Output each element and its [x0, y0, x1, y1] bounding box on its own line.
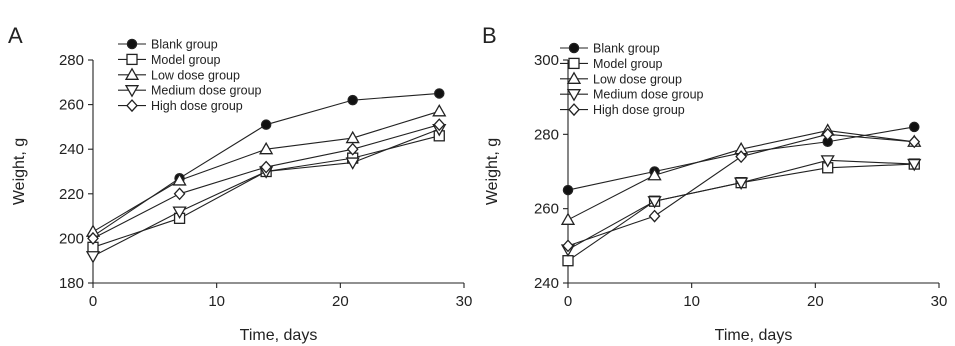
- x-tick-label: 30: [456, 293, 473, 310]
- series-open-diamond: [87, 118, 446, 245]
- x-axis-title: Time, days: [240, 327, 318, 344]
- y-tick-label: 280: [59, 52, 84, 69]
- x-tick-label: 0: [89, 293, 97, 310]
- x-tick-label: 10: [683, 293, 700, 310]
- legend-marker: [568, 57, 580, 70]
- series-open-triangle-up: [85, 103, 447, 237]
- data-point: [560, 212, 576, 225]
- data-point: [85, 251, 101, 264]
- legend-entry-label: Model group: [151, 53, 221, 67]
- y-tick-label: 260: [59, 97, 84, 114]
- legend-entry-label: Blank group: [593, 42, 660, 56]
- data-point: [434, 88, 445, 99]
- data-point: [173, 187, 186, 201]
- series-line: [92, 124, 440, 239]
- data-point: [734, 177, 749, 190]
- y-tick-label: 280: [534, 126, 559, 143]
- data-point: [648, 209, 661, 223]
- legend-marker: [126, 38, 138, 50]
- series-open-triangle-down: [560, 155, 922, 257]
- data-point: [647, 196, 662, 209]
- data-point: [260, 160, 273, 174]
- y-tick-label: 200: [59, 230, 84, 247]
- y-axis-title: Weight, g: [11, 138, 28, 205]
- series-open-triangle-up: [560, 123, 922, 225]
- panel-label: B: [482, 23, 497, 48]
- data-point: [259, 141, 274, 155]
- x-tick-label: 20: [807, 293, 824, 310]
- y-tick-label: 260: [534, 201, 559, 218]
- legend-marker: [126, 99, 138, 113]
- data-point: [909, 121, 920, 133]
- x-tick-label: 30: [931, 293, 948, 310]
- legend-entry-label: Model group: [593, 57, 663, 71]
- data-point: [172, 206, 187, 219]
- data-point: [433, 118, 446, 132]
- legend-entry-label: Low dose group: [593, 72, 682, 86]
- data-point: [347, 94, 358, 106]
- legend-marker: [566, 71, 582, 84]
- chart-panel-b: B 240 260 280 300 0 10 20 30 Time, days Weight, g B…: [482, 23, 947, 344]
- data-point: [735, 150, 748, 164]
- legend-marker: [568, 103, 580, 117]
- data-point: [908, 135, 921, 149]
- legend-entry-label: Medium dose group: [151, 84, 262, 98]
- legend-marker: [124, 67, 140, 80]
- legend-entry-label: Blank group: [151, 38, 218, 52]
- series-line: [567, 159, 915, 251]
- legend-entry-label: Medium dose group: [593, 88, 704, 102]
- legend-entry-label: Low dose group: [151, 68, 240, 82]
- data-point: [821, 127, 834, 141]
- data-point: [647, 167, 662, 181]
- data-point: [907, 158, 922, 172]
- y-axis-title: Weight, g: [484, 138, 501, 205]
- data-point: [562, 184, 574, 196]
- y-tick-label: 240: [534, 275, 559, 292]
- data-point: [432, 103, 447, 117]
- data-point: [260, 119, 272, 130]
- panel-label: A: [8, 23, 23, 48]
- x-axis-title: Time, days: [715, 327, 793, 344]
- series-open-diamond: [562, 127, 921, 253]
- legend-marker: [124, 85, 140, 98]
- legend-entry-label: High dose group: [151, 99, 243, 113]
- chart-panel-a: A 180 200 220 240 260 280 0 10 20 30 Time, days Weig…: [8, 23, 472, 344]
- y-tick-label: 180: [59, 275, 84, 292]
- data-point: [345, 130, 360, 144]
- legend-marker: [568, 42, 580, 54]
- data-point: [562, 255, 574, 267]
- data-point: [87, 231, 99, 245]
- legend-marker: [566, 89, 582, 102]
- x-tick-label: 10: [208, 293, 225, 310]
- data-point: [562, 239, 574, 253]
- x-tick-label: 0: [564, 293, 572, 310]
- x-tick-label: 20: [332, 293, 349, 310]
- legend-entry-label: High dose group: [593, 103, 685, 117]
- data-point: [172, 173, 187, 186]
- data-point: [820, 155, 835, 168]
- y-tick-label: 300: [534, 52, 559, 69]
- y-tick-label: 220: [59, 186, 84, 203]
- series-open-square: [562, 158, 920, 267]
- data-point: [345, 157, 360, 170]
- data-point: [346, 142, 359, 156]
- legend-marker: [126, 53, 138, 66]
- y-tick-label: 240: [59, 141, 84, 158]
